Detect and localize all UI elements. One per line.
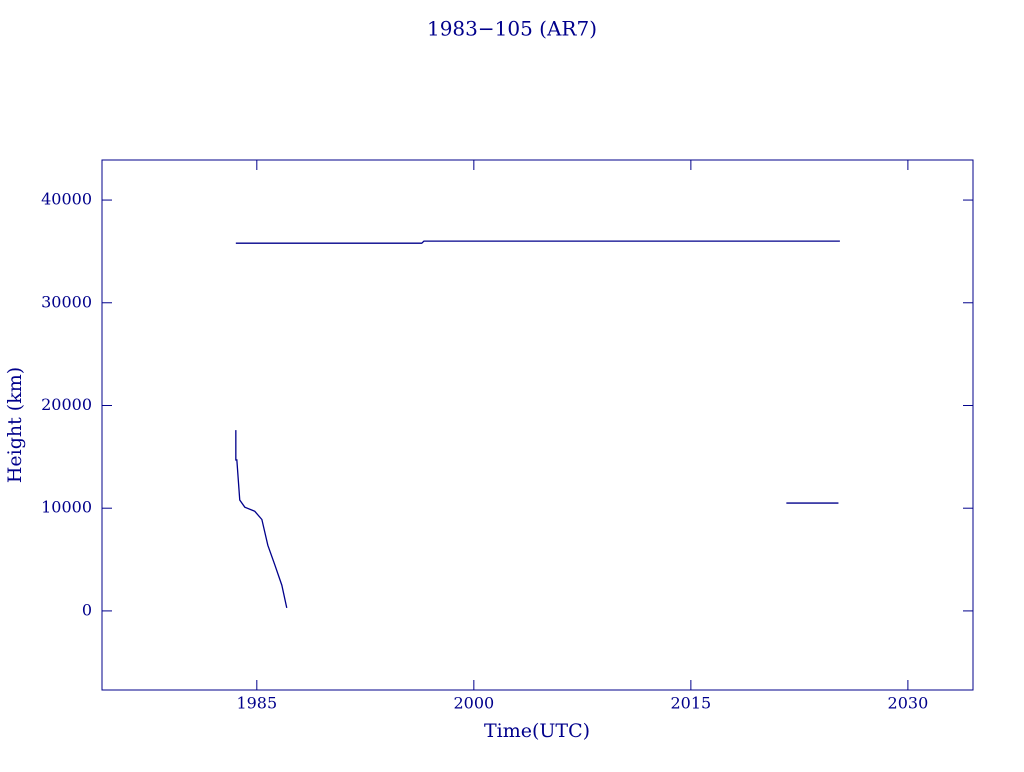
x-tick-label: 2000 <box>453 694 494 713</box>
y-tick-label: 40000 <box>41 190 92 209</box>
y-tick-label: 30000 <box>41 292 92 311</box>
x-tick-label: 1985 <box>236 694 277 713</box>
data-line <box>235 240 840 608</box>
plot-frame <box>101 159 974 691</box>
y-axis-label: Height (km) <box>4 367 26 483</box>
y-tick-label: 10000 <box>41 498 92 517</box>
y-tick-label: 20000 <box>41 395 92 414</box>
x-tick-label: 2015 <box>671 694 712 713</box>
x-axis-label: Time(UTC) <box>484 720 590 742</box>
chart-title: 1983−105 (AR7) <box>427 17 597 41</box>
y-tick-label: 0 <box>82 600 92 619</box>
x-tick-label: 2030 <box>888 694 929 713</box>
